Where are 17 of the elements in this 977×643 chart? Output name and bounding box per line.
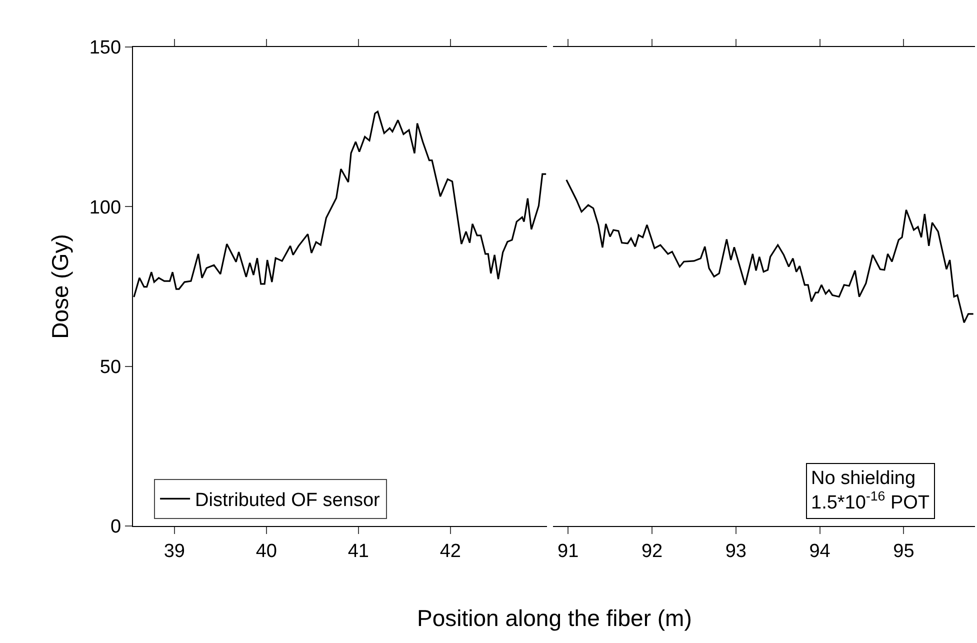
y-tick-label: 150 [89,38,122,59]
legend-label: Distributed OF sensor [195,490,381,512]
y-tick-label: 0 [110,516,122,538]
x-tick-label: 95 [893,540,914,562]
x-tick-label: 93 [725,540,746,562]
annotation: No shielding 1.5*10$^{-16}$ POT [811,468,930,514]
x-tick-label: 40 [256,540,277,562]
y-axis-title: Dose (Gy) [46,234,73,339]
x-tick-label: 91 [558,540,579,562]
x-tick-label: 92 [641,540,663,562]
x-tick-label: 94 [809,540,831,562]
x-axis-title: Position along the fiber (m) [417,605,692,631]
y-tick-label: 50 [100,356,122,378]
y-tick-label: 100 [89,197,122,218]
x-tick-label: 41 [348,540,369,562]
x-tick-label: 42 [440,540,461,562]
x-tick-label: 39 [164,540,185,562]
